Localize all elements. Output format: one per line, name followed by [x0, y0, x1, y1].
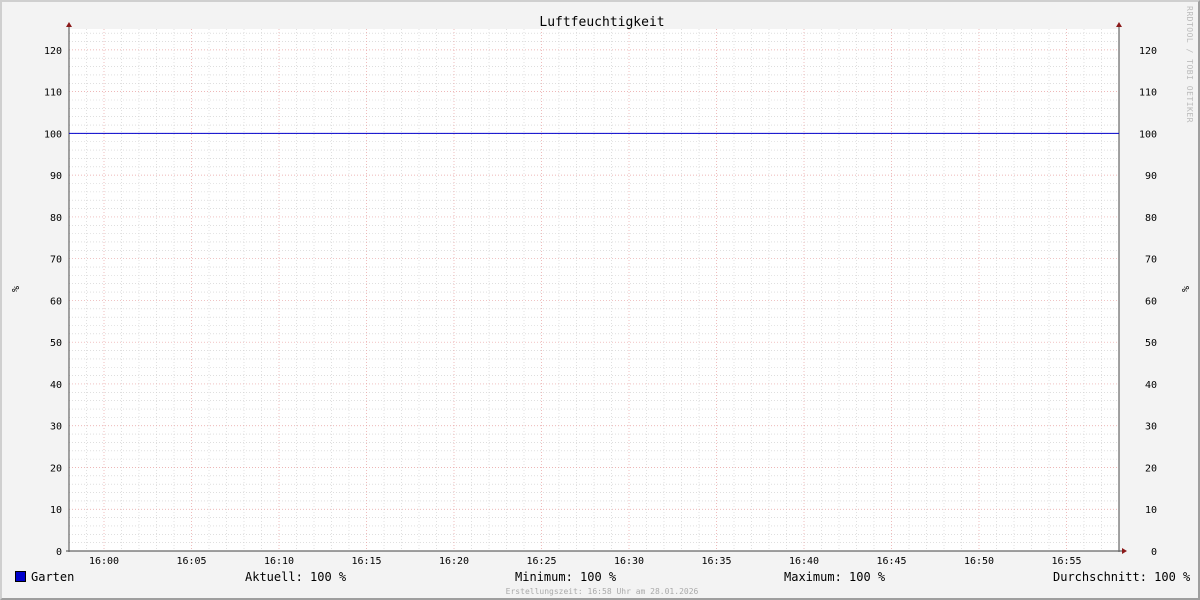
y-tick-label-left: 30 [50, 422, 62, 433]
x-tick-label: 16:55 [1051, 556, 1081, 567]
y-tick-label-right: 80 [1145, 213, 1157, 224]
watermark: RRDTOOL / TOBI OETIKER [1185, 6, 1194, 123]
y-tick-label-left: 60 [50, 296, 62, 307]
y-tick-label-right: 20 [1145, 463, 1157, 474]
y-axis-arrow-left [66, 22, 72, 27]
footer-timestamp: Erstellungszeit: 16:58 Uhr am 28.01.2026 [505, 587, 699, 596]
y-tick-label-left: 20 [50, 463, 62, 474]
y-tick-label-left: 10 [50, 505, 62, 516]
y-axis-label-right: % [1179, 286, 1190, 292]
y-tick-label-right: 120 [1139, 46, 1157, 57]
stat-maximum: Maximum: 100 % [784, 570, 886, 584]
y-axis-label-left: % [9, 286, 20, 292]
stat-current: Aktuell: 100 % [245, 570, 347, 584]
x-tick-label: 16:00 [89, 556, 119, 567]
stat-minimum: Minimum: 100 % [515, 570, 617, 584]
x-tick-label: 16:10 [264, 556, 294, 567]
y-axis-arrow-right [1116, 22, 1122, 27]
y-tick-label-right: 100 [1139, 129, 1157, 140]
x-tick-label: 16:35 [701, 556, 731, 567]
y-tick-label-right: 60 [1145, 296, 1157, 307]
x-tick-label: 16:25 [526, 556, 556, 567]
y-tick-label-left: 120 [44, 46, 62, 57]
y-tick-label-right: 90 [1145, 171, 1157, 182]
y-tick-label-right: 40 [1145, 380, 1157, 391]
legend-item-garten: Garten [15, 570, 74, 584]
y-tick-label-right: 70 [1145, 255, 1157, 266]
y-tick-label-right: 0 [1151, 547, 1157, 558]
x-tick-label: 16:50 [964, 556, 994, 567]
y-tick-label-right: 50 [1145, 338, 1157, 349]
x-tick-label: 16:15 [351, 556, 381, 567]
x-tick-label: 16:05 [176, 556, 206, 567]
y-tick-label-left: 50 [50, 338, 62, 349]
y-tick-label-right: 30 [1145, 422, 1157, 433]
y-tick-label-left: 90 [50, 171, 62, 182]
y-tick-label-left: 110 [44, 88, 62, 99]
x-tick-label: 16:30 [614, 556, 644, 567]
x-tick-label: 16:20 [439, 556, 469, 567]
legend-swatch [15, 571, 26, 582]
y-tick-label-left: 80 [50, 213, 62, 224]
y-tick-label-right: 10 [1145, 505, 1157, 516]
y-tick-label-right: 110 [1139, 88, 1157, 99]
y-tick-label-left: 0 [56, 547, 62, 558]
y-tick-label-left: 70 [50, 255, 62, 266]
stat-average: Durchschnitt: 100 % [1053, 570, 1191, 584]
x-tick-label: 16:40 [789, 556, 819, 567]
x-axis-arrow [1122, 548, 1127, 554]
legend-label: Garten [31, 570, 75, 584]
x-tick-label: 16:45 [876, 556, 906, 567]
chart-title: Luftfeuchtigkeit [539, 15, 664, 30]
y-tick-label-left: 100 [44, 129, 62, 140]
y-tick-label-left: 40 [50, 380, 62, 391]
